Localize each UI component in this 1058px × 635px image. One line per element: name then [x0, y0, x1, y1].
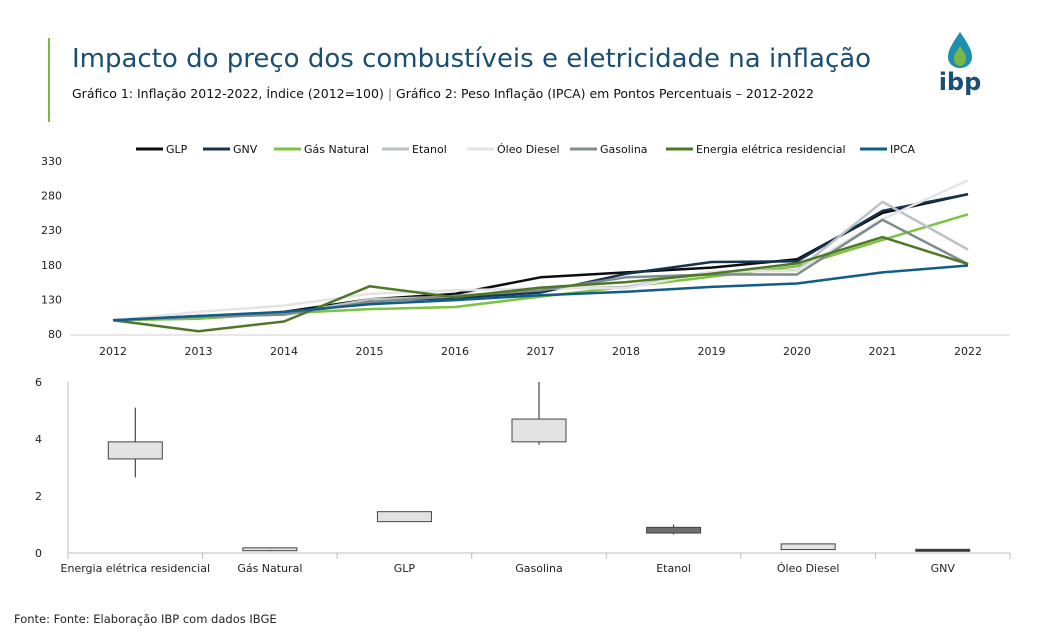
line-y-tick-label: 230	[41, 224, 62, 237]
box-x-tick-label: Gás Natural	[237, 562, 302, 575]
legend-label: Gás Natural	[304, 143, 369, 156]
line-x-tick-label: 2013	[185, 345, 213, 358]
legend-label: Energia elétrica residencial	[696, 143, 846, 156]
series-line	[112, 218, 969, 322]
box-body	[915, 548, 971, 552]
series-line	[112, 192, 969, 322]
box-x-tick-label: GLP	[394, 562, 416, 575]
page-title: Impacto do preço dos combustíveis e elet…	[72, 44, 872, 74]
legend-label: GNV	[233, 143, 258, 156]
series-line	[112, 192, 969, 322]
line-x-tick-label: 2016	[441, 345, 469, 358]
source-note: Fonte: Fonte: Elaboração IBP com dados I…	[14, 612, 277, 626]
legend-label: Gasolina	[600, 143, 648, 156]
line-x-tick-label: 2021	[869, 345, 897, 358]
box-chart: 6 4 2 0 Energia elétrica residencial Gás Natu…	[35, 376, 1011, 575]
legend-label: Óleo Diesel	[497, 143, 560, 156]
box-x-tick-label: Energia elétrica residencial	[61, 562, 211, 575]
line-x-tick-label: 2015	[356, 345, 384, 358]
box-body	[780, 543, 836, 551]
line-y-tick-label: 280	[41, 190, 62, 203]
line-chart: 330 280 230 180 130 80 2012 2013 2014 2015 2016 201…	[41, 143, 1010, 358]
subtitle-chart2: Gráfico 2: Peso Inflação (IPCA) em Ponto…	[396, 86, 814, 101]
box-x-tick-label: Etanol	[656, 562, 691, 575]
line-y-tick-label: 130	[41, 293, 62, 306]
series-line	[112, 213, 969, 322]
box-body	[107, 441, 163, 460]
subtitle-chart1: Gráfico 1: Inflação 2012-2022, Índice (2…	[72, 86, 384, 101]
title-accent-bar	[48, 38, 50, 122]
series-line	[112, 200, 969, 322]
line-x-tick-label: 2014	[270, 345, 298, 358]
box-y-tick-label: 2	[35, 490, 42, 503]
ibp-logo: ibp	[930, 30, 990, 100]
line-x-tick-label: 2022	[954, 345, 982, 358]
box-x-tick-label: Gasolina	[515, 562, 563, 575]
box-body	[511, 418, 567, 443]
box-y-tick-label: 0	[35, 547, 42, 560]
box-body	[242, 547, 298, 552]
line-x-tick-label: 2020	[783, 345, 811, 358]
line-x-tick-label: 2017	[527, 345, 555, 358]
line-y-tick-label: 80	[48, 328, 62, 341]
box-x-tick-label: Óleo Diesel	[777, 562, 840, 575]
line-y-tick-label: 180	[41, 259, 62, 272]
line-x-tick-label: 2018	[612, 345, 640, 358]
line-x-tick-label: 2012	[99, 345, 127, 358]
legend-label: GLP	[166, 143, 188, 156]
legend-label: IPCA	[890, 143, 916, 156]
box-y-tick-label: 4	[35, 433, 42, 446]
box-body	[646, 526, 702, 534]
series-line	[112, 264, 969, 322]
box-y-tick-label: 6	[35, 376, 42, 389]
subtitle-separator: |	[387, 86, 393, 101]
series-line	[112, 235, 969, 333]
drop-icon	[948, 32, 972, 68]
box-body	[376, 511, 432, 523]
box-x-tick-label: GNV	[931, 562, 956, 575]
logo-text: ibp	[938, 68, 982, 96]
line-x-tick-label: 2019	[698, 345, 726, 358]
page-subtitle: Gráfico 1: Inflação 2012-2022, Índice (2…	[72, 86, 814, 101]
legend-label: Etanol	[412, 143, 447, 156]
line-y-tick-label: 330	[41, 155, 62, 168]
